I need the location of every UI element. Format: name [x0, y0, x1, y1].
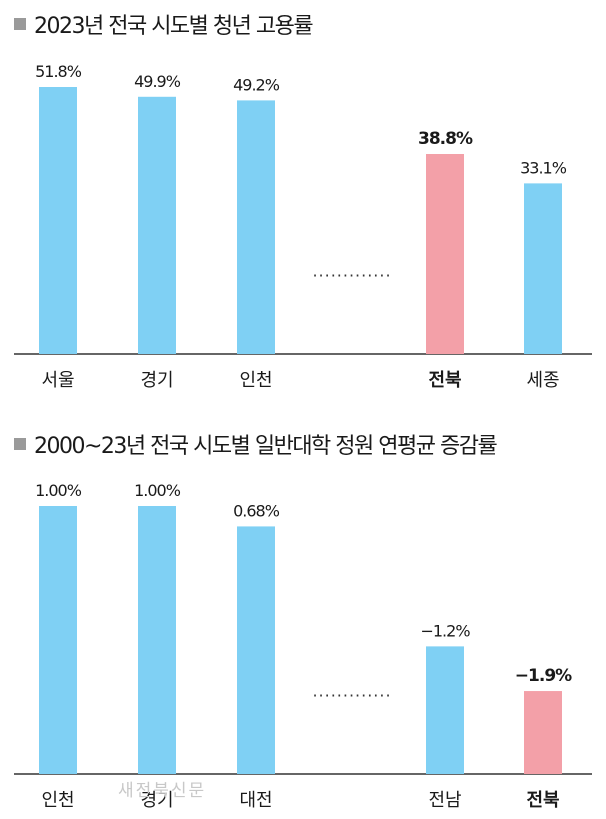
value-label-4: 38.8%: [418, 129, 473, 149]
bar-2: [138, 506, 176, 774]
gap-dots: ·············: [312, 266, 391, 285]
bar-2: [138, 96, 176, 355]
value-label-3: 0.68%: [233, 501, 280, 520]
bar-3: [237, 100, 275, 354]
bar-1: [39, 87, 77, 354]
bar-1: [39, 506, 77, 774]
chart-title: 2000~23년 전국 시도별 일반대학 정원 연평균 증감률: [34, 434, 498, 459]
chart-panel-university-quota: 2000~23년 전국 시도별 일반대학 정원 연평균 증감률 1.00% 인천 1…: [0, 420, 606, 819]
chart-title: 2023년 전국 시도별 청년 고용률: [34, 14, 314, 39]
bar-3: [237, 526, 275, 774]
value-label-5: 33.1%: [520, 158, 567, 177]
value-label-1: 1.00%: [35, 481, 82, 500]
bar-5: [524, 183, 562, 354]
value-label-5: −1.9%: [515, 666, 572, 686]
title-square-icon: [14, 438, 26, 450]
category-label-5: 전북: [526, 790, 559, 811]
value-label-1: 51.8%: [35, 62, 82, 81]
category-label-3: 인천: [239, 370, 272, 391]
value-label-2: 1.00%: [134, 481, 181, 500]
value-label-3: 49.2%: [233, 75, 280, 94]
title-square-icon: [14, 18, 26, 30]
value-label-2: 49.9%: [134, 72, 181, 91]
chart-title-row: 2000~23년 전국 시도별 일반대학 정원 연평균 증감률: [14, 428, 498, 460]
bar-5: [524, 691, 562, 774]
bar-chart-1: 51.8% 서울 49.9% 경기 49.2% 인천 38.8% 전북 33.1% 세종 ·····…: [14, 62, 592, 391]
gap-dots: ·············: [312, 686, 391, 705]
category-label-1: 인천: [41, 790, 74, 811]
category-label-4: 전남: [428, 790, 461, 811]
category-label-5: 세종: [526, 370, 559, 391]
chart-panel-youth-employment: 2023년 전국 시도별 청년 고용률 51.8% 서울 49.9% 경기 49.2% 인…: [0, 0, 606, 400]
bar-4: [426, 154, 464, 354]
category-label-2: 경기: [140, 370, 173, 391]
category-label-2: 경기: [140, 790, 173, 811]
watermark-text: 새전북신문: [118, 781, 207, 801]
category-label-4: 전북: [428, 370, 461, 391]
category-label-3: 대전: [239, 790, 272, 811]
category-label-1: 서울: [41, 370, 74, 391]
bar-4: [426, 646, 464, 774]
chart-title-row: 2023년 전국 시도별 청년 고용률: [14, 8, 314, 40]
value-label-4: −1.2%: [420, 621, 470, 640]
bar-chart-2: 1.00% 인천 1.00% 경기 0.68% 대전 −1.2% 전남 −1.9% 전북 ·····…: [14, 481, 592, 811]
